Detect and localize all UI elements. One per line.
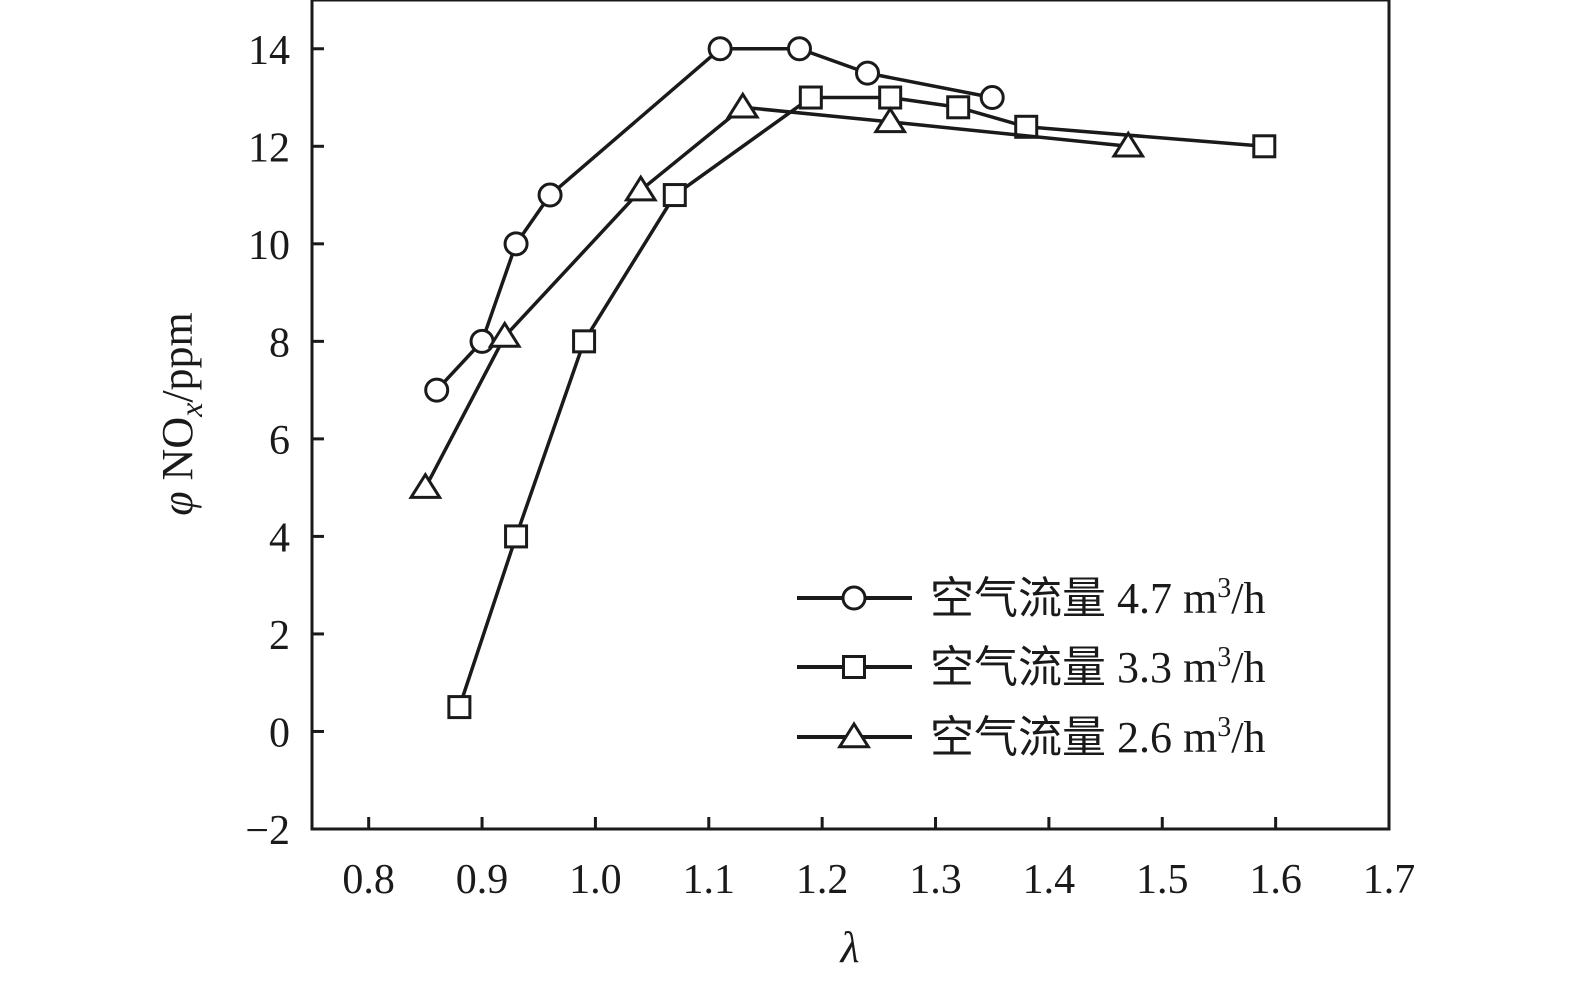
legend-label: 空气流量 2.6 m3/h (930, 712, 1265, 762)
legend-label-tail: /h (1231, 574, 1265, 623)
series-layer (408, 36, 1277, 720)
x-axis: 0.8 0.9 1.0 1.1 1.2 1.3 1.4 1.5 1.6 1.7 (342, 817, 1415, 903)
data-point-circle (503, 231, 529, 257)
data-point-triangle (1111, 130, 1146, 158)
y-axis-label: φ NOx/ppm (153, 312, 209, 516)
data-point-circle (424, 377, 450, 403)
legend-label-tail: /h (1231, 643, 1265, 692)
x-tick-label: 1.0 (569, 857, 622, 903)
x-tick-label: 1.6 (1249, 857, 1302, 903)
data-point-circle (707, 36, 733, 62)
data-point-circle (786, 36, 812, 62)
legend-label-main: 空气流量 3.3 m (930, 643, 1217, 692)
x-tick-label: 0.9 (456, 857, 509, 903)
legend-label-tail: /h (1231, 713, 1265, 762)
series-circle (424, 36, 1005, 403)
legend-marker-square (842, 655, 866, 679)
series-triangle (408, 91, 1146, 499)
x-tick-label: 1.5 (1136, 857, 1189, 903)
y-axis: −2 0 2 4 6 8 10 12 14 (245, 28, 324, 854)
data-point-square (662, 183, 687, 208)
legend-label-main: 空气流量 4.7 m (930, 574, 1217, 623)
plot-frame (310, 0, 1391, 831)
data-point-circle (469, 328, 495, 354)
data-point-square (447, 695, 472, 720)
y-tick-label: 14 (248, 28, 290, 74)
data-point-triangle (623, 174, 658, 202)
legend-label: 空气流量 3.3 m3/h (930, 642, 1265, 692)
data-point-triangle (725, 91, 760, 119)
series-square (447, 85, 1277, 720)
y-tick-label: 8 (269, 320, 290, 366)
series-line-triangle (423, 105, 1129, 489)
data-point-circle (537, 182, 563, 208)
data-point-square (798, 85, 823, 110)
y-tick-label: 10 (248, 223, 290, 269)
x-tick-label: 0.8 (342, 857, 395, 903)
y-tick-label: −2 (245, 808, 290, 854)
y-axis-label-sub: x (173, 403, 209, 418)
legend-item-circle: 空气流量 4.7 m3/h (797, 573, 1265, 623)
x-tick-label: 1.2 (796, 857, 849, 903)
legend-label-main: 空气流量 2.6 m (930, 713, 1217, 762)
data-point-triangle (408, 471, 443, 499)
data-point-triangle (873, 106, 908, 134)
legend-label-sup: 3 (1217, 573, 1231, 604)
y-tick-label: 2 (269, 613, 290, 659)
y-axis-label-unit: /ppm (153, 312, 202, 402)
legend-marker-triangle (836, 721, 872, 749)
y-tick-label: 4 (269, 515, 290, 561)
x-tick-label: 1.3 (909, 857, 962, 903)
x-axis-label: λ (838, 923, 859, 972)
y-axis-label-prefix: φ (153, 491, 202, 515)
legend-label-sup: 3 (1217, 712, 1231, 743)
data-point-square (946, 95, 971, 120)
legend-item-square: 空气流量 3.3 m3/h (797, 642, 1265, 692)
y-tick-label: 6 (269, 418, 290, 464)
legend-label-sup: 3 (1217, 642, 1231, 673)
legend-label: 空气流量 4.7 m3/h (930, 573, 1265, 623)
x-tick-label: 1.7 (1363, 857, 1416, 903)
y-axis-label-main: NO (153, 417, 202, 481)
legend-marker-circle (841, 585, 867, 611)
legend-item-triangle: 空气流量 2.6 m3/h (797, 712, 1265, 762)
y-tick-label: 12 (248, 125, 290, 171)
x-tick-label: 1.4 (1023, 857, 1076, 903)
data-point-circle (855, 60, 881, 86)
data-point-triangle (487, 320, 522, 348)
data-point-square (878, 85, 903, 110)
data-point-square (504, 524, 529, 549)
data-point-circle (979, 85, 1005, 111)
x-tick-label: 1.1 (683, 857, 736, 903)
data-point-square (1252, 134, 1277, 159)
data-point-square (572, 329, 597, 354)
y-tick-label: 0 (269, 710, 290, 756)
